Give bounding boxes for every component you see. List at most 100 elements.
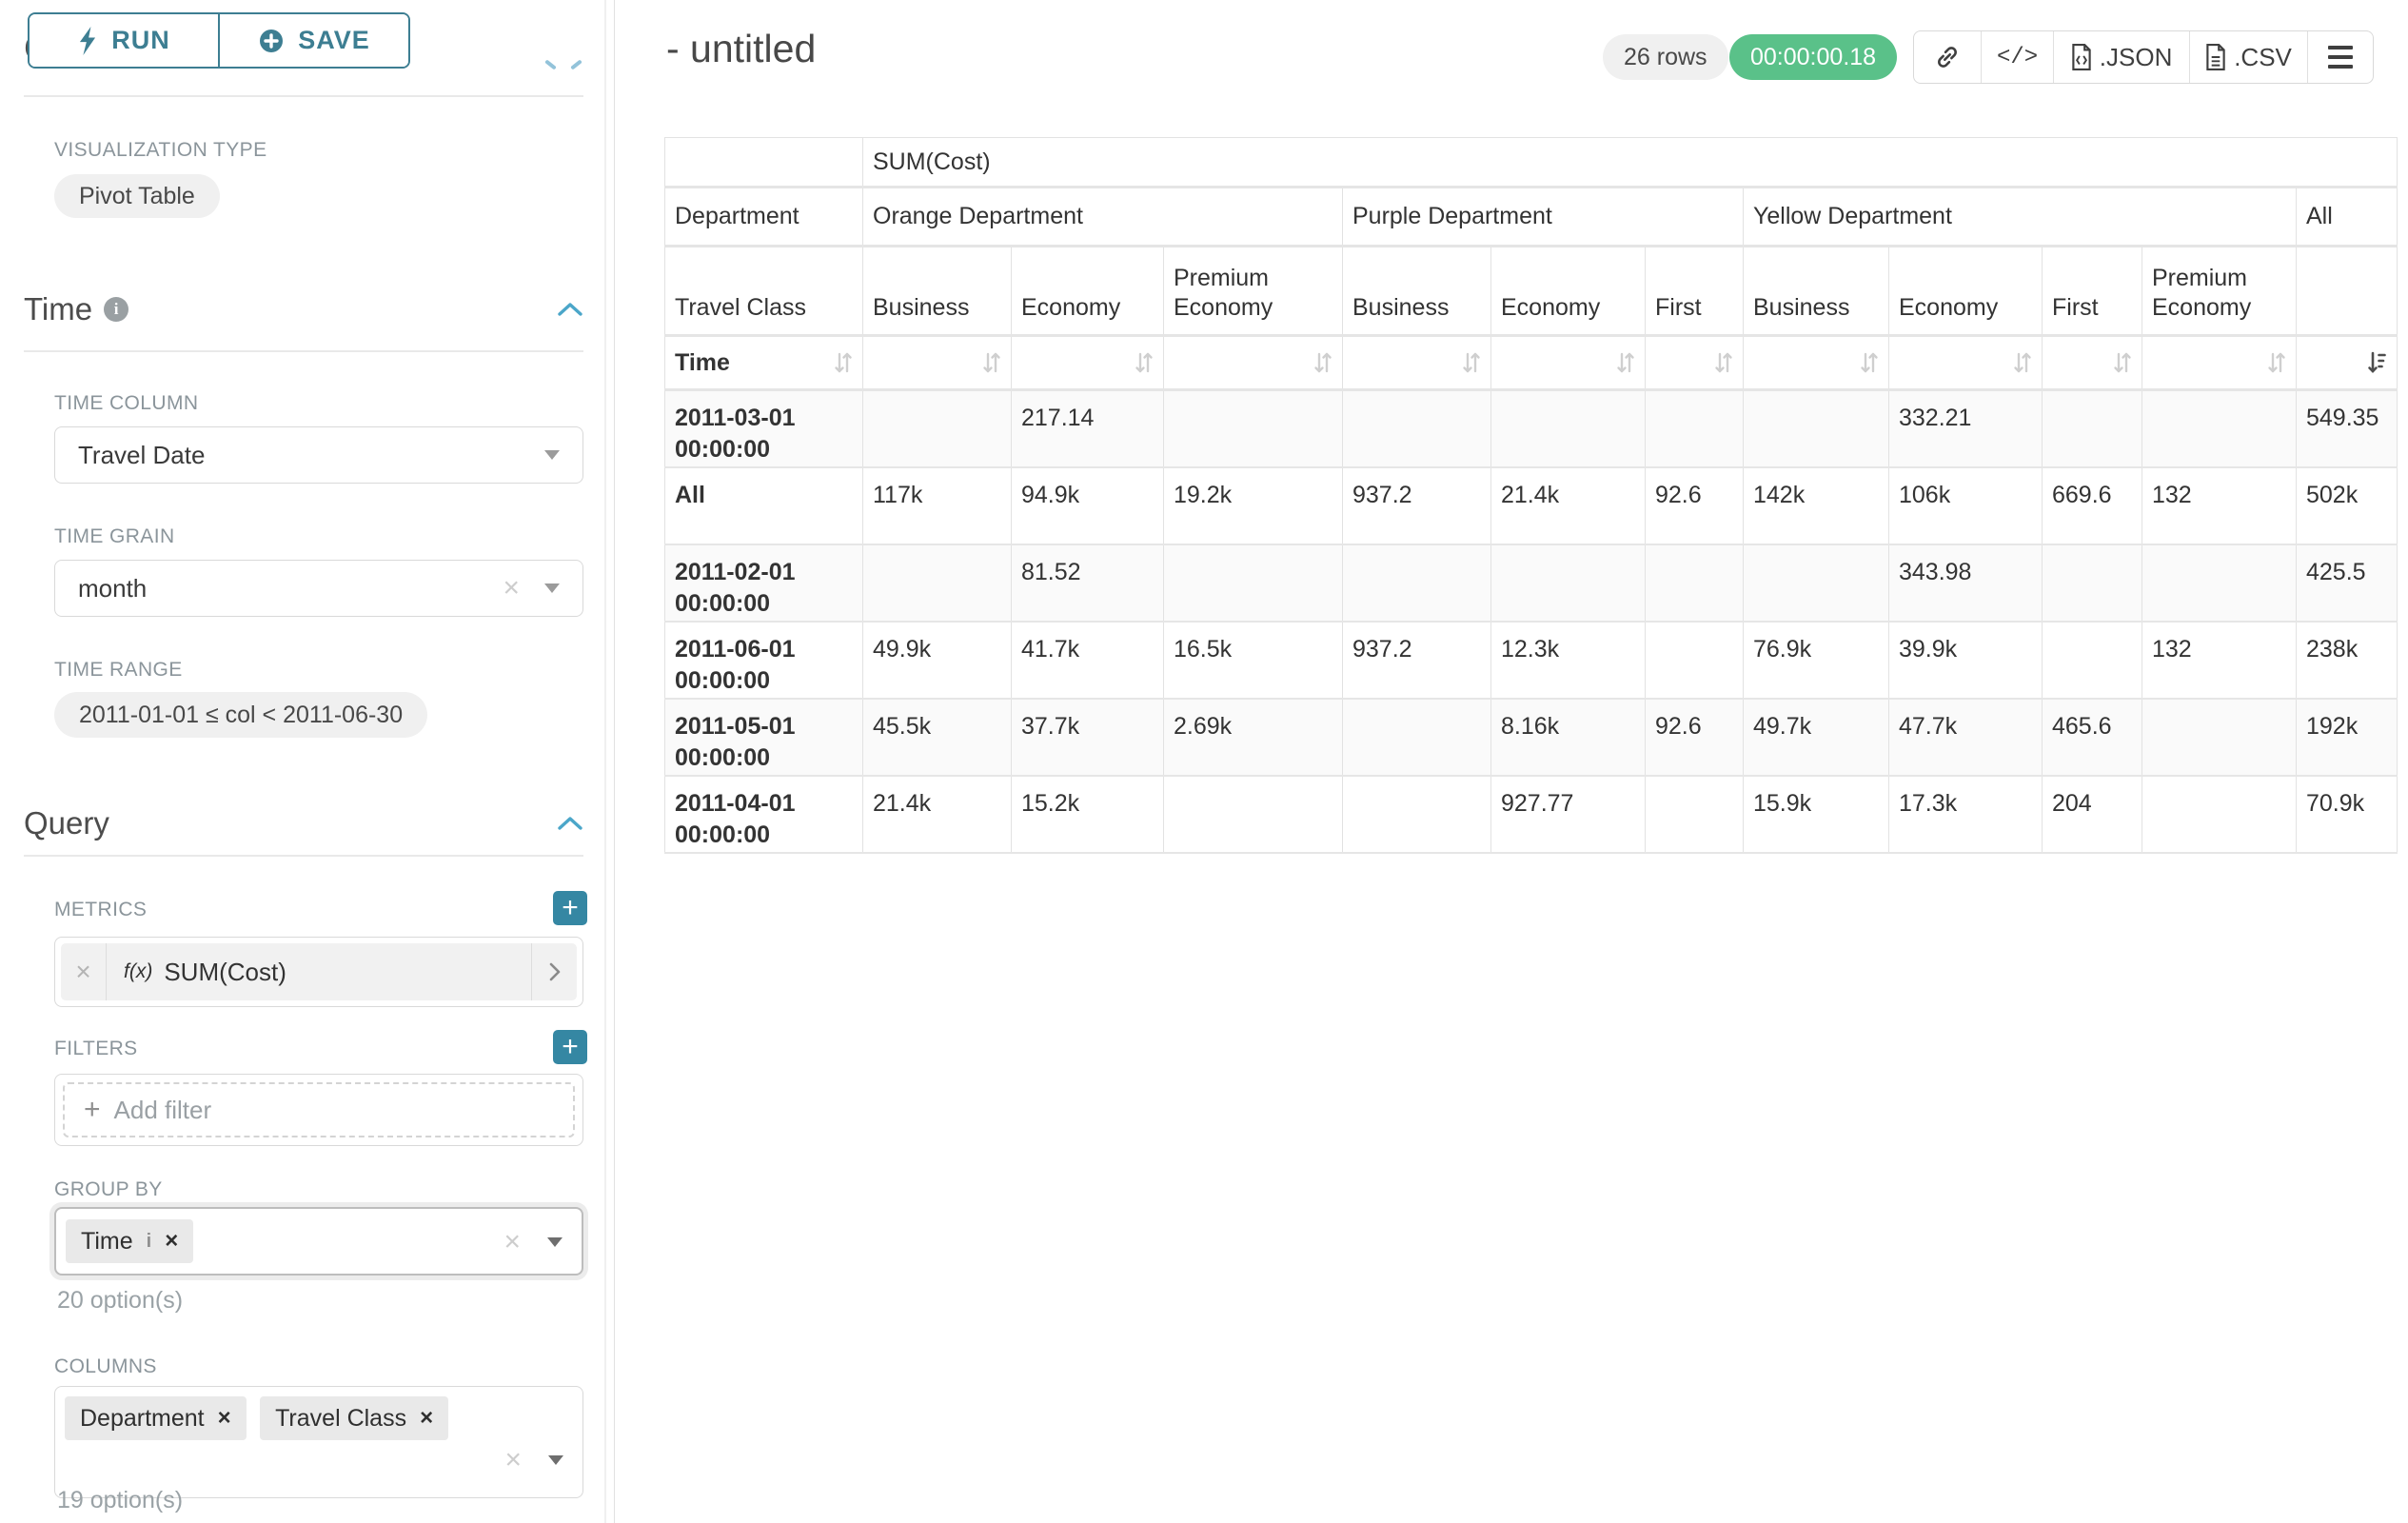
group-by-options-count: 20 option(s)	[57, 1287, 183, 1315]
viz-type-pill[interactable]: Pivot Table	[54, 174, 220, 218]
sort-toggle-icon[interactable]	[2113, 350, 2132, 375]
chevron-down-icon[interactable]	[548, 1455, 563, 1465]
metric-pill[interactable]: × f(x) SUM(Cost)	[61, 943, 577, 1000]
columns-tag[interactable]: Department ×	[65, 1396, 247, 1440]
value-cell: 39.9k	[1889, 622, 2043, 699]
pivot-row: 2011-06-01 00:00:0049.9k41.7k16.5k937.21…	[665, 622, 2398, 699]
sort-toggle-icon[interactable]	[1714, 350, 1733, 375]
chevron-up-icon[interactable]	[544, 59, 557, 69]
remove-metric-icon[interactable]: ×	[61, 943, 107, 1000]
sort-desc-icon[interactable]	[2366, 350, 2387, 375]
department-group-cell: All	[2297, 188, 2398, 247]
value-cell: 217.14	[1012, 390, 1164, 467]
chart-title[interactable]: - untitled	[666, 27, 816, 71]
sort-header-cell	[1164, 336, 1343, 390]
sort-toggle-icon[interactable]	[2267, 350, 2286, 375]
clear-icon[interactable]: ×	[504, 1446, 522, 1474]
time-grain-select[interactable]: month ×	[54, 560, 583, 617]
add-filter-plus-button[interactable]: +	[553, 1030, 587, 1064]
export-json-button[interactable]: .JSON	[2053, 31, 2188, 83]
travel-class-cell: Economy	[1012, 247, 1164, 336]
add-filter-button[interactable]: + Add filter	[63, 1082, 575, 1137]
columns-options-count: 19 option(s)	[57, 1487, 183, 1514]
query-timer-badge: 00:00:00.18	[1729, 34, 1897, 80]
viz-type-label: VISUALIZATION TYPE	[54, 139, 266, 162]
value-cell: 343.98	[1889, 544, 2043, 622]
value-cell: 132	[2142, 467, 2297, 544]
remove-tag-icon[interactable]: ×	[165, 1228, 178, 1255]
sort-header-cell	[1744, 336, 1889, 390]
value-cell: 92.6	[1646, 699, 1744, 776]
export-csv-button[interactable]: .CSV	[2189, 31, 2307, 83]
collapse-chevron-icon[interactable]	[557, 302, 583, 317]
control-panel: Chart Type RUN SAVE VISUALIZATION TYPE P…	[0, 0, 615, 1523]
sort-toggle-icon[interactable]	[1313, 350, 1332, 375]
sort-toggle-icon[interactable]	[982, 350, 1001, 375]
sort-header-cell	[2297, 336, 2398, 390]
value-cell: 81.52	[1012, 544, 1164, 622]
chevron-down-icon[interactable]	[544, 450, 560, 460]
time-dim-cell: Time	[665, 336, 863, 390]
clear-icon[interactable]: ×	[503, 1228, 521, 1256]
sort-toggle-icon[interactable]	[1616, 350, 1635, 375]
query-section-header[interactable]: Query	[24, 805, 583, 841]
collapse-chevron-icon[interactable]	[557, 816, 583, 831]
time-section-header[interactable]: Time i	[24, 291, 583, 327]
sort-toggle-icon[interactable]	[1135, 350, 1154, 375]
remove-tag-icon[interactable]: ×	[420, 1405, 433, 1432]
columns-select[interactable]: Department × Travel Class × ×	[54, 1386, 583, 1498]
expand-metric-icon[interactable]	[531, 943, 577, 1000]
save-button[interactable]: SAVE	[218, 14, 408, 67]
value-cell: 15.2k	[1012, 776, 1164, 853]
time-column-select[interactable]: Travel Date	[54, 426, 583, 484]
value-cell	[1343, 390, 1491, 467]
chevron-down-icon[interactable]	[547, 1237, 563, 1247]
group-by-select[interactable]: Time i × ×	[54, 1207, 583, 1276]
group-by-tag[interactable]: Time i ×	[66, 1219, 193, 1263]
sort-header-cell	[2142, 336, 2297, 390]
chevron-down-icon[interactable]	[544, 583, 560, 593]
sort-toggle-icon[interactable]	[2013, 350, 2032, 375]
value-cell	[863, 390, 1012, 467]
copy-link-button[interactable]	[1914, 31, 1981, 83]
time-range-pill[interactable]: 2011-01-01 ≤ col < 2011-06-30	[54, 692, 427, 738]
metric-header-row: SUM(Cost)	[665, 138, 2398, 188]
remove-tag-icon[interactable]: ×	[218, 1405, 231, 1432]
export-toolbar: </> .JSON .CSV	[1913, 30, 2374, 84]
add-metric-button[interactable]: +	[553, 891, 587, 925]
sort-toggle-icon[interactable]	[1860, 350, 1879, 375]
sort-header-cell	[2043, 336, 2142, 390]
clear-icon[interactable]: ×	[503, 574, 520, 603]
view-query-button[interactable]: </>	[1981, 31, 2054, 83]
pivot-row: All117k94.9k19.2k937.221.4k92.6142k106k6…	[665, 467, 2398, 544]
value-cell: 192k	[2297, 699, 2398, 776]
travel-class-cell: First	[1646, 247, 1744, 336]
sort-header-cell	[1646, 336, 1744, 390]
value-cell: 94.9k	[1012, 467, 1164, 544]
travel-class-cell: Business	[863, 247, 1012, 336]
sort-toggle-icon[interactable]	[834, 350, 853, 375]
sort-toggle-icon[interactable]	[1462, 350, 1481, 375]
value-cell	[1744, 390, 1889, 467]
run-button[interactable]: RUN	[30, 14, 218, 67]
value-cell: 45.5k	[863, 699, 1012, 776]
info-icon: i	[147, 1231, 152, 1253]
value-cell: 117k	[863, 467, 1012, 544]
value-cell	[1343, 776, 1491, 853]
value-cell	[2043, 622, 2142, 699]
row-label-cell: All	[665, 467, 863, 544]
value-cell: 76.9k	[1744, 622, 1889, 699]
value-cell: 332.21	[1889, 390, 2043, 467]
chevron-up-icon[interactable]	[570, 59, 582, 69]
value-cell: 132	[2142, 622, 2297, 699]
value-cell	[2043, 544, 2142, 622]
value-cell: 937.2	[1343, 622, 1491, 699]
sidebar-scrollbar[interactable]	[604, 0, 606, 1523]
info-icon: i	[104, 297, 128, 322]
value-cell	[1343, 544, 1491, 622]
value-cell	[1646, 776, 1744, 853]
department-group-cell: Purple Department	[1343, 188, 1744, 247]
travel-class-cell: Business	[1343, 247, 1491, 336]
more-options-button[interactable]	[2307, 31, 2373, 83]
columns-tag[interactable]: Travel Class ×	[260, 1396, 448, 1440]
